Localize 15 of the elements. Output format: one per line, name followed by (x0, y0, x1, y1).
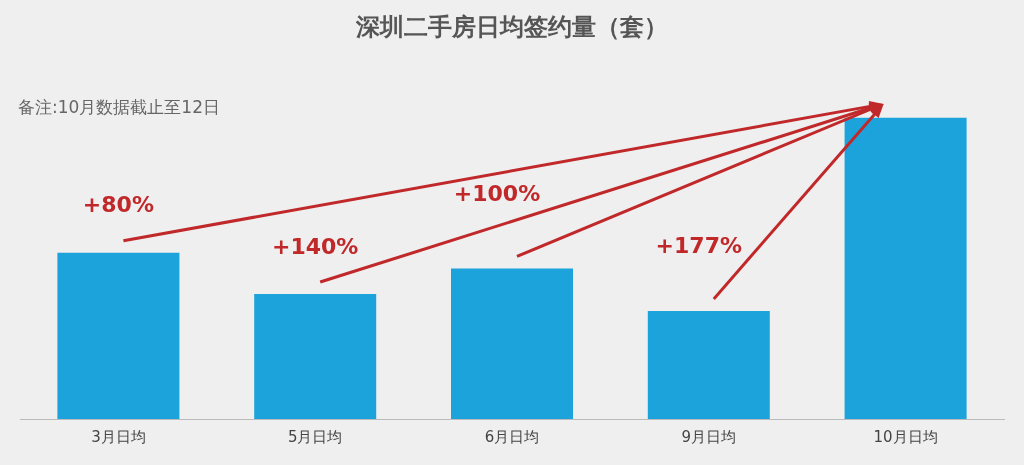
text: 备注:10月数据截止至12日 (18, 96, 220, 117)
x-tick-label: 9月日均 (681, 427, 737, 446)
bar (254, 294, 377, 419)
bar (57, 252, 180, 419)
bar (647, 310, 770, 419)
annotation: +140% (272, 233, 359, 259)
chart-title: 深圳二手房日均签约量（套） (355, 12, 668, 41)
annotation: +100% (453, 181, 541, 207)
annotation: +177% (655, 232, 742, 258)
x-tick-label: 10月日均 (873, 427, 938, 446)
x-tick-label: 3月日均 (91, 427, 146, 446)
x-tick-label: 6月日均 (484, 427, 540, 446)
x-tick-label: 5月日均 (287, 427, 343, 446)
bar (450, 268, 574, 419)
annotation: +80% (82, 192, 154, 218)
